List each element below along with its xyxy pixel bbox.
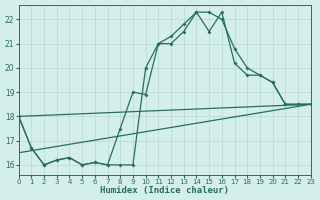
X-axis label: Humidex (Indice chaleur): Humidex (Indice chaleur) xyxy=(100,186,229,195)
